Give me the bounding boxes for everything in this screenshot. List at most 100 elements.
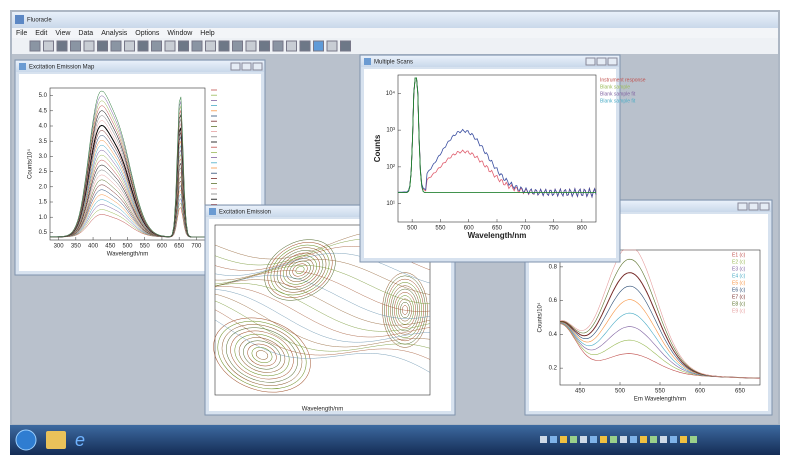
y-axis-label: Counts — [373, 134, 382, 162]
y-tick-label: 1.0 — [39, 215, 48, 221]
x-tick-label: 300 — [54, 244, 65, 250]
explorer-button[interactable] — [46, 431, 66, 449]
close-button[interactable] — [252, 62, 263, 71]
tray-icon — [550, 436, 557, 443]
x-axis-label: Em Wavelength/nm — [634, 397, 686, 403]
y-tick-label: 0.8 — [549, 264, 558, 270]
tool-button[interactable] — [178, 40, 189, 52]
x-axis-label: Wavelength/nm — [468, 231, 527, 240]
menu-item[interactable]: Data — [78, 30, 93, 37]
tool-button[interactable] — [272, 40, 284, 52]
tool-button[interactable] — [191, 40, 203, 52]
maximize-button[interactable] — [748, 202, 759, 211]
contour — [276, 250, 324, 290]
app-icon — [15, 15, 24, 24]
curve — [50, 184, 205, 238]
contour — [251, 347, 273, 363]
tool-button[interactable] — [151, 40, 162, 52]
contour — [213, 317, 311, 393]
tool-button[interactable] — [29, 40, 41, 52]
curve — [214, 279, 431, 326]
start-button[interactable] — [15, 429, 37, 451]
contour — [394, 292, 416, 328]
curve — [214, 293, 431, 348]
tool-button[interactable] — [232, 40, 243, 52]
y-tick-label: 10³ — [386, 128, 395, 134]
minimize-button[interactable] — [230, 62, 241, 71]
tray-icon — [590, 436, 597, 443]
tool-button[interactable] — [164, 40, 176, 52]
tool-button[interactable] — [326, 40, 338, 52]
curve — [214, 270, 431, 312]
x-tick-label: 400 — [88, 244, 99, 250]
contour — [243, 340, 281, 370]
tool-button[interactable] — [218, 40, 230, 52]
curve — [49, 162, 205, 238]
window[interactable]: Multiple Scans 500 550 600 650 700 750 800 10¹ 10… — [359, 54, 646, 263]
tool-button[interactable] — [313, 40, 324, 52]
legend-entry: Instrument response — [600, 77, 646, 83]
window-title: Multiple Scans — [374, 60, 413, 66]
tool-button[interactable] — [259, 40, 270, 52]
tool-button[interactable] — [137, 40, 149, 52]
curve — [50, 207, 205, 238]
menu-bar — [12, 28, 778, 38]
menu: File Edit View Data Analysis Options Window Hel… — [16, 30, 215, 37]
tool-button[interactable] — [245, 40, 257, 52]
tool-button[interactable] — [124, 40, 135, 52]
minimize-button[interactable] — [737, 202, 748, 211]
menu-item[interactable]: Options — [135, 30, 160, 37]
contour — [390, 285, 420, 335]
window-titlebar — [16, 61, 264, 72]
tool-button[interactable] — [97, 40, 108, 52]
contour — [382, 272, 428, 348]
x-tick-label: 700 — [520, 226, 531, 232]
contour — [292, 263, 308, 277]
tool-button[interactable] — [110, 40, 122, 52]
curve — [214, 259, 431, 295]
tool-button[interactable] — [205, 40, 216, 52]
maximize-button[interactable] — [241, 62, 252, 71]
close-button[interactable] — [607, 57, 618, 66]
window[interactable]: Excitation Emission Wavelength/nm — [203, 204, 456, 416]
tool-button[interactable] — [299, 40, 311, 52]
menu-item[interactable]: View — [55, 30, 71, 37]
x-tick-label: 450 — [105, 244, 116, 250]
tool-button[interactable] — [43, 40, 54, 52]
contour — [295, 266, 305, 274]
window-client — [364, 69, 616, 258]
browser-icon[interactable]: e — [75, 430, 85, 450]
x-tick-label: 650 — [174, 244, 185, 250]
x-tick-label: 500 — [615, 389, 626, 395]
curve — [50, 193, 205, 238]
tool-button[interactable] — [340, 40, 351, 52]
contour — [267, 242, 333, 298]
tray-icon — [600, 436, 607, 443]
menu-item[interactable]: Analysis — [101, 30, 128, 37]
x-tick-label: 350 — [71, 244, 82, 250]
x-tick-label: 450 — [575, 389, 586, 395]
tool-button[interactable] — [70, 40, 81, 52]
legend-entry: E3 (c) — [732, 266, 746, 272]
menu-item[interactable]: File — [16, 30, 27, 37]
tool-button[interactable] — [286, 40, 297, 52]
contour — [289, 260, 311, 280]
curve — [50, 202, 205, 238]
tool-button[interactable] — [83, 40, 95, 52]
toolbar-icons — [29, 40, 351, 52]
tool-button[interactable] — [56, 40, 68, 52]
minimize-button[interactable] — [585, 57, 596, 66]
legend-entry: E9 (c) — [732, 308, 746, 314]
menu-item[interactable]: Help — [200, 30, 215, 37]
menu-item[interactable]: Edit — [35, 30, 47, 37]
close-button[interactable] — [759, 202, 770, 211]
maximize-button[interactable] — [596, 57, 607, 66]
window-icon — [19, 63, 26, 70]
y-tick-label: 0.5 — [39, 230, 48, 236]
menu-item[interactable]: Window — [167, 30, 193, 37]
tray-icon — [620, 436, 627, 443]
curve — [214, 265, 431, 305]
curve — [397, 77, 597, 199]
y-axis-label: Counts/10⁴ — [27, 149, 34, 179]
